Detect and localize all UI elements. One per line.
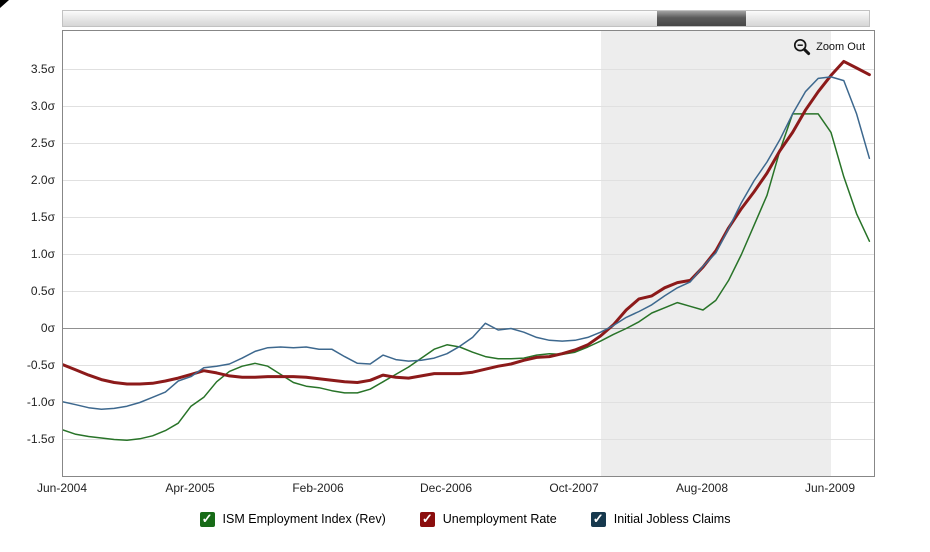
scrollbar-track[interactable] (62, 10, 870, 27)
magnifier-minus-icon (794, 38, 811, 56)
y-tick-label: 2.0σ (30, 172, 55, 187)
y-tick-label: 1.0σ (30, 246, 55, 261)
zoom-out-label: Zoom Out (816, 41, 865, 53)
chart-canvas[interactable] (63, 31, 874, 476)
x-tick-label: Aug-2008 (675, 481, 729, 495)
x-tick-label: Feb-2006 (292, 481, 344, 495)
series-line-unemployment-rate (63, 59, 871, 386)
legend-item-unemployment-rate[interactable]: ✓ Unemployment Rate (419, 511, 557, 527)
legend: ✓ ISM Employment Index (Rev) ✓ Unemployment… (0, 507, 930, 531)
legend-label: Unemployment Rate (442, 512, 557, 526)
y-tick-label: 3.5σ (30, 61, 55, 76)
checkbox-checked-icon[interactable]: ✓ (590, 511, 606, 527)
y-tick-label: 3.0σ (30, 98, 55, 113)
x-tick-label: Jun-2009 (804, 481, 856, 495)
legend-item-ism-employment-index-rev[interactable]: ✓ ISM Employment Index (Rev) (199, 511, 386, 527)
y-tick-label: -1.5σ (26, 431, 55, 446)
y-tick-label: 2.5σ (30, 135, 55, 150)
scrollbar-thumb[interactable] (657, 11, 746, 26)
legend-label: ISM Employment Index (Rev) (222, 512, 386, 526)
legend-item-initial-jobless-claims[interactable]: ✓ Initial Jobless Claims (590, 511, 731, 527)
series-line-initial-jobless-claims (63, 76, 871, 410)
checkbox-checked-icon[interactable]: ✓ (199, 511, 215, 527)
y-tick-label: 0σ (40, 320, 55, 335)
cursor-arrow (0, 0, 9, 8)
checkbox-checked-icon[interactable]: ✓ (419, 511, 435, 527)
y-tick-label: 0.5σ (30, 283, 55, 298)
x-tick-label: Dec-2006 (419, 481, 473, 495)
x-tick-label: Apr-2005 (165, 481, 215, 495)
x-tick-label: Oct-2007 (549, 481, 599, 495)
plot-area[interactable]: Zoom Out (62, 30, 875, 477)
legend-label: Initial Jobless Claims (613, 512, 731, 526)
x-tick-label: Jun-2004 (36, 481, 88, 495)
zoom-out-button[interactable]: Zoom Out (790, 36, 868, 58)
y-tick-label: -0.5σ (26, 357, 55, 372)
series-line-ism-employment-index-rev (63, 113, 871, 441)
y-tick-label: -1.0σ (26, 394, 55, 409)
y-tick-label: 1.5σ (30, 209, 55, 224)
